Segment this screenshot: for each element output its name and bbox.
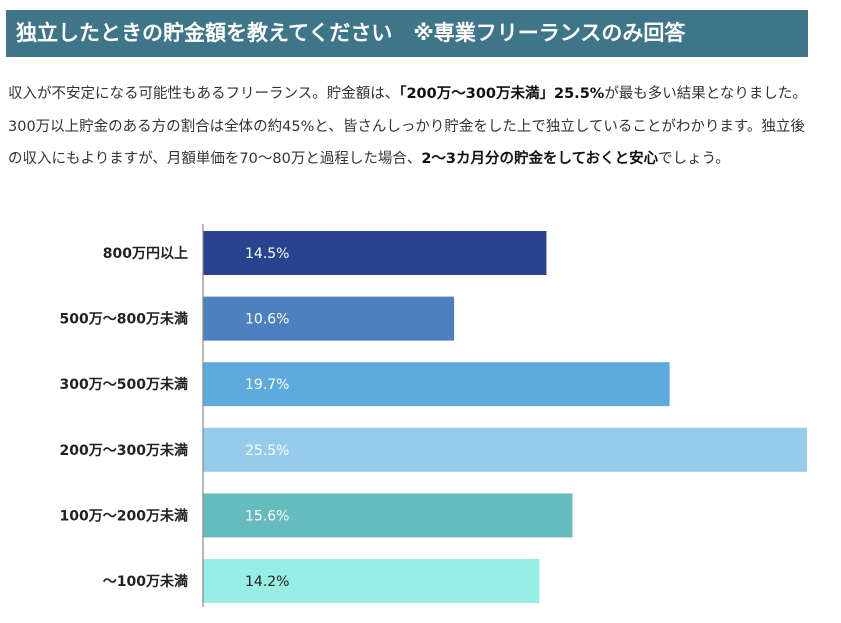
bar — [203, 362, 670, 407]
value-label: 14.2% — [245, 574, 289, 590]
description-paragraph: 収入が不安定になる可能性もあるフリーランス。貯金額は、「200万〜300万未満」… — [8, 78, 808, 176]
highlight-text: 2〜3カ月分の貯金をしておくと安心 — [421, 151, 659, 167]
category-label: 〜100万未満 — [103, 573, 188, 590]
text: でしょう。 — [658, 151, 730, 167]
bar — [203, 296, 455, 341]
bar — [203, 493, 573, 538]
category-label: 500万〜800万未満 — [60, 311, 188, 328]
bar — [203, 231, 547, 275]
category-label: 200万〜300万未満 — [60, 442, 188, 459]
text: が最も多い結果となりました。300万以上貯金のある方の割合は全体の約45%と、皆… — [8, 86, 807, 167]
value-label: 10.6% — [245, 312, 289, 328]
category-label: 800万円以上 — [103, 246, 188, 262]
value-label: 15.6% — [245, 508, 289, 524]
text: 収入が不安定になる可能性もあるフリーランス。貯金額は、 — [8, 86, 400, 102]
bar — [203, 427, 807, 472]
section-title: 独立したときの貯金額を教えてください ※専業フリーランスのみ回答 — [6, 10, 808, 57]
value-label: 19.7% — [245, 377, 289, 393]
category-label: 100万〜200万未満 — [60, 507, 188, 524]
value-label: 14.5% — [245, 246, 289, 262]
bar — [203, 559, 540, 603]
highlight-text: 「200万〜300万未満」25.5% — [399, 86, 605, 102]
value-label: 25.5% — [245, 443, 289, 459]
category-label: 300万〜500万未満 — [60, 376, 188, 393]
